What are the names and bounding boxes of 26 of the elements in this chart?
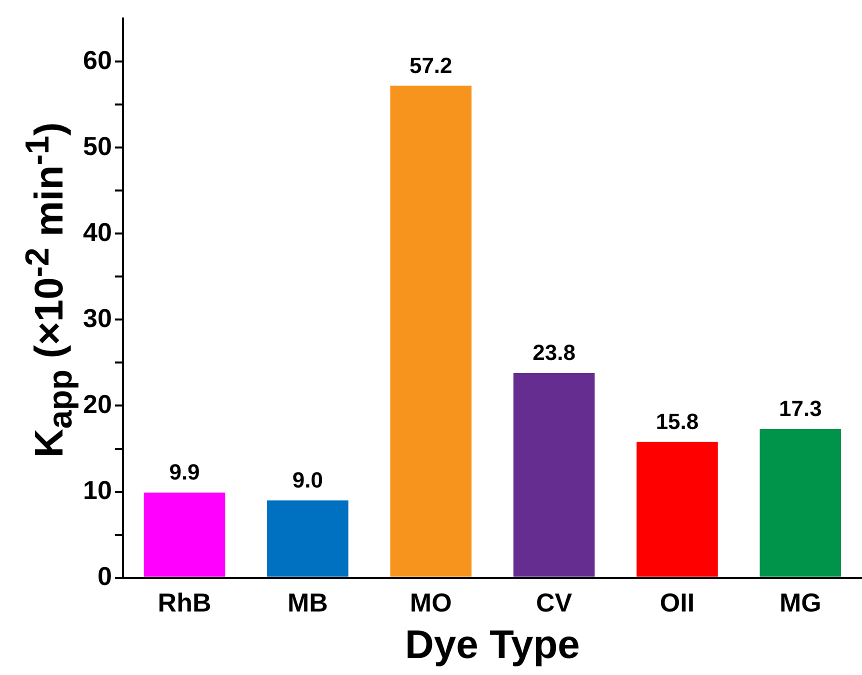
bar [636,442,718,577]
data-label: 9.0 [292,467,323,492]
x-tick-label: MO [410,588,452,618]
bar [760,428,842,577]
y-tick-label: 0 [97,560,112,591]
y-tick-label: 50 [83,130,112,161]
y-tick-label: 60 [83,44,112,75]
bar [390,86,472,577]
y-tick-label: 20 [83,388,112,419]
y-tick-label: 40 [83,216,112,247]
x-tick-label: MG [779,588,822,618]
y-tick-label: 30 [83,302,112,333]
x-tick-label: OII [660,588,695,618]
x-tick-label: CV [536,588,573,618]
x-axis-title: Dye Type [405,623,580,668]
data-label: 57.2 [409,52,452,78]
y-tick-label: 10 [83,474,112,505]
data-label: 17.3 [778,396,822,422]
bar [513,373,595,577]
bar [144,492,226,577]
x-tick-label: RhB [158,588,212,618]
data-label: 23.8 [532,340,576,366]
x-tick-label: MB [287,588,328,618]
data-label: 9.9 [169,460,200,485]
bar [267,500,348,577]
data-label: 15.8 [656,408,699,434]
